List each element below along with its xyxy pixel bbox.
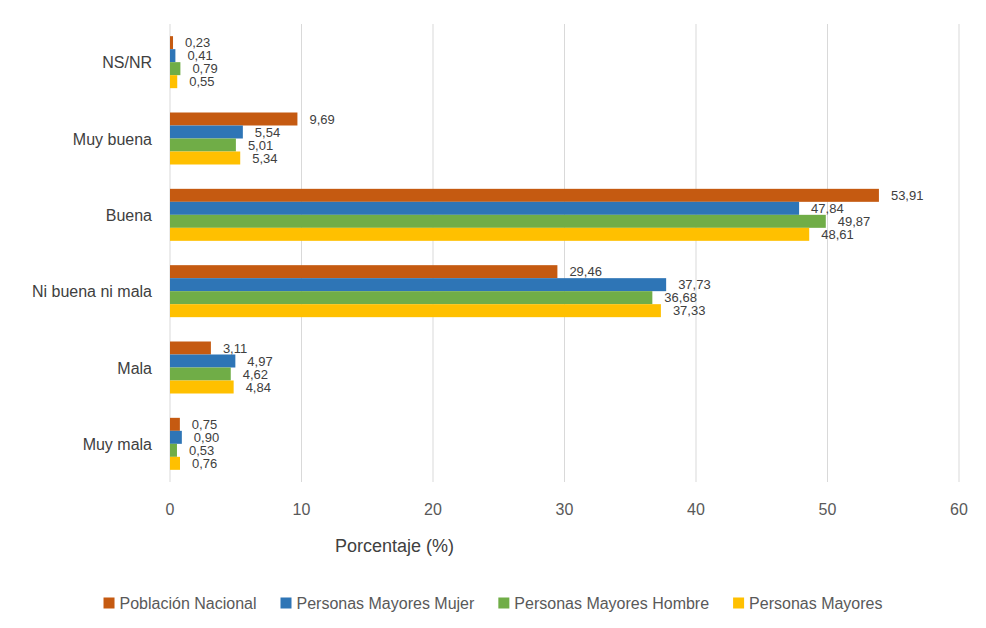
bars xyxy=(170,36,879,470)
bar xyxy=(170,49,175,62)
bar xyxy=(170,342,211,355)
bar xyxy=(170,75,177,88)
legend: Población Nacional Personas Mayores Mujer… xyxy=(104,595,883,612)
bar xyxy=(170,444,177,457)
legend-swatch xyxy=(498,598,509,609)
bar xyxy=(170,368,231,381)
bar xyxy=(170,355,235,368)
tick-label: 60 xyxy=(950,501,968,518)
grid-line xyxy=(827,24,828,482)
bar xyxy=(170,228,809,241)
grid-line xyxy=(433,24,434,482)
bar xyxy=(170,215,826,228)
data-label: 0,55 xyxy=(189,74,214,89)
data-label: 4,84 xyxy=(246,380,271,395)
legend-label: Personas Mayores xyxy=(749,595,882,612)
bar xyxy=(170,152,240,165)
bar xyxy=(170,36,173,49)
legend-swatch xyxy=(733,598,744,609)
axis-title: Porcentaje (%) xyxy=(335,536,454,556)
legend-swatch xyxy=(281,598,292,609)
bar xyxy=(170,189,879,202)
data-label: 9,69 xyxy=(309,112,334,127)
data-label: 53,91 xyxy=(891,188,924,203)
tick-label: 50 xyxy=(819,501,837,518)
legend-label: Población Nacional xyxy=(120,595,257,612)
bar xyxy=(170,304,661,317)
grid-line xyxy=(959,24,960,482)
tick-label: 30 xyxy=(556,501,574,518)
bar xyxy=(170,291,652,304)
grid xyxy=(170,24,959,482)
tick-label: 20 xyxy=(424,501,442,518)
data-label: 37,33 xyxy=(673,303,706,318)
bar xyxy=(170,202,799,215)
grid-line xyxy=(564,24,565,482)
bar xyxy=(170,457,180,470)
category-label: Muy mala xyxy=(83,436,152,453)
bar xyxy=(170,126,243,139)
category-label: Mala xyxy=(117,360,152,377)
data-label: 3,11 xyxy=(223,341,247,356)
tick-label: 10 xyxy=(293,501,311,518)
legend-label: Personas Mayores Mujer xyxy=(297,595,476,612)
tick-label: 0 xyxy=(166,501,175,518)
bar xyxy=(170,418,180,431)
data-label: 48,61 xyxy=(821,227,854,242)
legend-label: Personas Mayores Hombre xyxy=(514,595,709,612)
bar xyxy=(170,278,666,291)
data-label: 0,76 xyxy=(192,456,217,471)
bar xyxy=(170,139,236,152)
category-label: Buena xyxy=(106,207,152,224)
bar xyxy=(170,381,234,394)
category-label: Ni buena ni mala xyxy=(32,283,152,300)
bar xyxy=(170,265,557,278)
bar xyxy=(170,62,180,75)
data-label: 5,34 xyxy=(252,151,277,166)
chart: 0 10 20 30 40 50 60 NS/NR Muy buena Buena Ni buena… xyxy=(0,0,986,628)
data-labels: 0,239,6953,9129,463,110,750,415,5447,843… xyxy=(185,35,923,471)
grid-line xyxy=(301,24,302,482)
grid-line xyxy=(696,24,697,482)
tick-label: 40 xyxy=(687,501,705,518)
legend-swatch xyxy=(104,598,115,609)
category-label: Muy buena xyxy=(73,131,152,148)
data-label: 29,46 xyxy=(569,264,602,279)
grid-line xyxy=(170,24,171,482)
bar xyxy=(170,431,182,444)
category-label: NS/NR xyxy=(102,54,152,71)
